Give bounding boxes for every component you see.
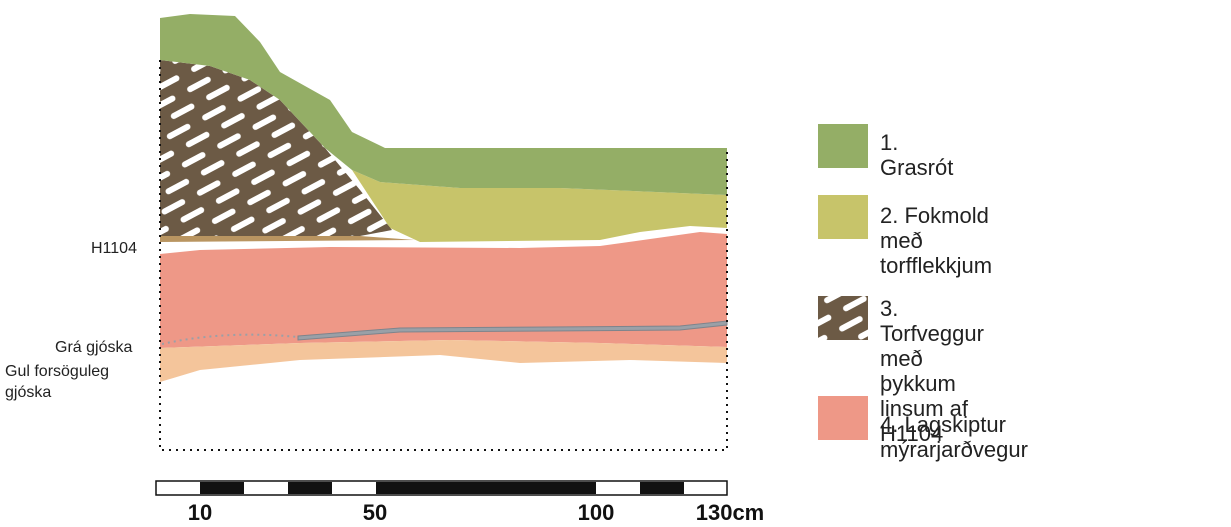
legend-label: 1. Grasrót xyxy=(880,130,954,180)
layer-gul-gjoska xyxy=(160,340,727,382)
layer-grasrot xyxy=(160,14,727,195)
gray-tephra-line xyxy=(297,320,728,341)
legend-swatch-torfveggur xyxy=(818,296,868,340)
scale-segment xyxy=(640,482,684,494)
layer-h1104-band xyxy=(160,236,415,242)
scale-tick-label: 100 xyxy=(577,500,615,525)
legend-label: 3. Torfveggur með þykkum linsum af H1104 xyxy=(880,296,984,446)
label-h1104: H1104 xyxy=(91,240,137,257)
scale-segment xyxy=(288,482,332,494)
legend-swatch-myrarjardvegur xyxy=(818,396,868,440)
legend-label: 2. Fokmold með torfflekkjum xyxy=(880,203,993,278)
layer-fokmold xyxy=(352,170,727,242)
legend-label: 4. Lagskiptur mýrarjarðvegur xyxy=(880,412,1028,462)
scale-tick-label: 130cm xyxy=(695,500,765,525)
scale-segment xyxy=(200,482,244,494)
layer-myrarjardvegur xyxy=(160,232,727,348)
legend-swatch-fokmold xyxy=(818,195,868,239)
gray-tephra-dotted xyxy=(161,333,299,345)
label-gra-gjoska: Grá gjóska xyxy=(55,339,133,356)
scale-tick-label: 10 xyxy=(187,500,213,525)
label-gul-gjoska-line2: gjóska xyxy=(5,384,52,401)
scale-bar xyxy=(155,480,728,496)
label-gul-gjoska-line1: Gul forsöguleg xyxy=(5,363,110,380)
layer-torfveggur xyxy=(160,60,392,236)
legend-swatch-grasrot xyxy=(818,124,868,168)
section-outline xyxy=(159,60,728,451)
scale-tick-label: 50 xyxy=(362,500,388,525)
scale-segment xyxy=(376,482,596,494)
